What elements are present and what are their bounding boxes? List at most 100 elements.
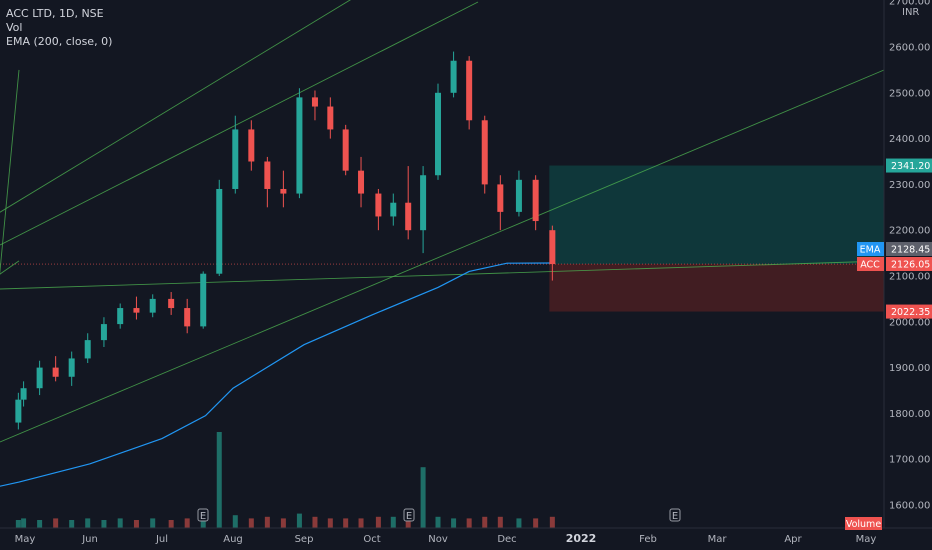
volume-bar [533,518,539,528]
volume-bar [327,518,333,528]
x-tick-label: Apr [784,534,802,545]
volume-bar [280,518,286,528]
candle-body [133,308,140,313]
volume-bar [466,518,472,528]
y-tick-label: 1700.00 [889,455,930,466]
trendline-2 [0,69,20,276]
volume-bar [549,516,555,528]
volume-bar [85,518,91,528]
x-tick-label: 2022 [566,532,597,545]
price-tag-label: ACC [860,260,880,271]
candle-body [481,120,488,185]
volume-bar [312,516,318,528]
candle-body [435,92,441,176]
y-tick-label: 2600.00 [889,43,930,54]
channel-lower-line [0,69,885,443]
candle-body [36,367,43,389]
volume-bar [21,518,27,528]
x-tick-label: Oct [363,534,380,545]
y-tick-label: 1600.00 [889,501,930,512]
candle-body [100,324,107,341]
volume-bar [420,467,426,528]
volume-bar [375,516,381,528]
y-tick-label: 2700.00 [889,0,930,8]
volume-bar [53,518,59,528]
event-marker [669,508,681,522]
candle-body [549,230,556,265]
price-tag-value: 2126.05 [891,260,930,271]
x-tick-label: Feb [639,534,657,545]
legend-volume: Vol [6,21,23,34]
price-tag-label: EMA [860,245,881,256]
volume-bar [133,520,139,528]
volume-bar [232,515,238,528]
candle-body [342,129,349,171]
candle-body [420,175,427,231]
candle-body [515,179,522,212]
candle-body [216,188,223,274]
price-tag-badge [857,257,884,271]
y-tick-label: 2300.00 [889,180,930,191]
x-tick-label: Mar [708,534,728,545]
candle-body [68,358,75,377]
y-tick-label: 2500.00 [889,88,930,99]
y-tick-label: 2100.00 [889,272,930,283]
volume-badge-label: Volume [846,519,881,530]
candle-body [280,188,287,194]
candle-body [327,106,334,130]
x-tick-label: Sep [295,534,314,545]
volume-bar [216,432,222,528]
candle-body [248,129,255,162]
candle-body [375,193,382,217]
event-marker [197,508,209,522]
candle-body [149,298,156,313]
volume-bar [184,518,190,528]
y-tick-label: 1900.00 [889,363,930,374]
price-tag-badge [857,242,884,256]
volume-bar [37,520,43,528]
candle-body [466,60,473,121]
volume-bar [69,520,75,528]
candle-body [200,273,207,327]
candle-body [15,399,22,423]
currency-label: INR [902,7,919,18]
candle-body [84,340,91,359]
candle-body [497,184,504,212]
price-tag-value: 2128.45 [891,245,930,256]
volume-bar [390,516,396,528]
candle-body [450,60,457,93]
x-tick-label: May [15,534,36,545]
volume-bar [101,520,107,528]
x-tick-label: Jul [155,534,168,545]
volume-bar [150,518,156,528]
trendline-1 [0,0,351,213]
volume-bar [343,518,349,528]
x-tick-label: Nov [428,534,448,545]
candle-body [390,202,397,217]
candle-body [232,129,239,189]
target-zone [549,165,884,265]
volume-bar [117,518,123,528]
candle-body [532,179,539,222]
volume-bar [516,518,522,528]
volume-bar [497,516,503,528]
event-marker [403,508,415,522]
price-tag [886,158,932,173]
event-label: E [672,511,678,522]
stop-zone [549,264,884,312]
volume-bar [248,518,254,528]
y-tick-label: 2200.00 [889,226,930,237]
y-tick-label: 2000.00 [889,317,930,328]
candle-body [20,388,27,400]
y-tick-label: 1800.00 [889,409,930,420]
legend-symbol: ACC LTD, 1D, NSE [6,7,104,20]
volume-bar [296,513,302,528]
candle-body [296,97,303,194]
trendline-3 [0,260,20,275]
chart-legend: ACC LTD, 1D, NSE Vol EMA (200, close, 0) [6,7,112,49]
price-tag [886,257,932,271]
support-line [0,260,885,290]
candle-body [405,202,412,231]
volume-bar [358,518,364,528]
